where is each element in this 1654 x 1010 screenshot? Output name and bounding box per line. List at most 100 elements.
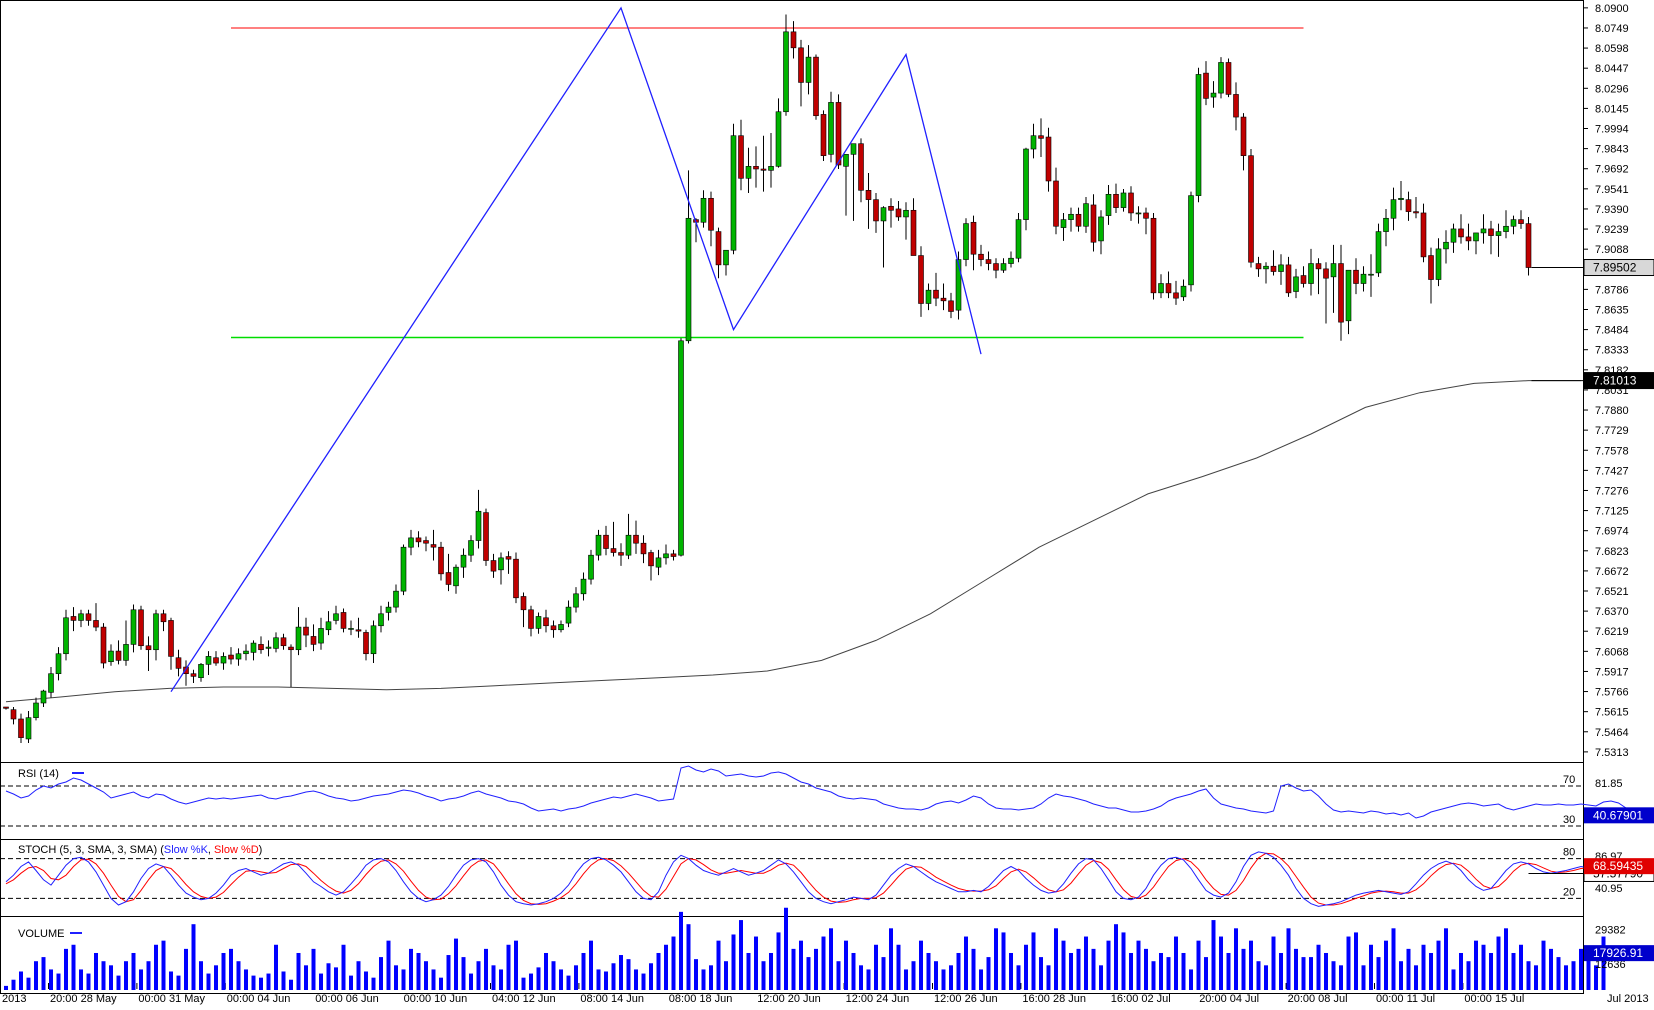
candle	[1090, 194, 1097, 252]
candle-down-body	[100, 626, 107, 664]
candle	[445, 553, 452, 592]
candle	[828, 91, 834, 163]
volume-axis-label: 12636	[1595, 959, 1626, 971]
candle	[1488, 220, 1494, 255]
candle-up-body	[1398, 197, 1404, 200]
volume-bar	[491, 965, 496, 990]
volume-bar	[1451, 969, 1456, 990]
price-tick-label: 8.0296	[1595, 83, 1629, 95]
candle	[400, 544, 407, 596]
volume-bar	[1444, 928, 1448, 990]
volume-bar	[1241, 948, 1246, 990]
candle-up-body	[400, 546, 407, 592]
candle-down-body	[798, 47, 804, 83]
volume-bar	[1579, 948, 1583, 990]
volume-bar	[41, 957, 46, 990]
candle-up-body	[535, 616, 542, 629]
candle	[220, 652, 227, 670]
volume-bar	[1481, 944, 1486, 990]
volume-bar	[1016, 965, 1021, 990]
candle-down-body	[18, 718, 24, 738]
candle	[723, 249, 729, 276]
candle	[963, 218, 969, 267]
candle-up-body	[265, 646, 272, 649]
candle-up-body	[783, 31, 789, 113]
candle	[243, 644, 249, 661]
price-tick-label: 7.5313	[1595, 747, 1629, 759]
candle	[423, 536, 429, 552]
volume-bar	[1084, 936, 1088, 990]
volume-bar	[566, 975, 571, 990]
volume-bar	[1159, 952, 1163, 990]
candle-down-body	[1150, 217, 1157, 294]
candle	[805, 45, 812, 95]
candle	[1248, 149, 1254, 268]
candle	[573, 587, 579, 613]
candle	[288, 644, 294, 688]
candle	[1443, 230, 1449, 264]
rsi-line	[5, 765, 1634, 819]
volume-bar	[184, 948, 188, 990]
volume-bar	[356, 961, 361, 990]
candle	[1345, 269, 1352, 335]
candle	[1135, 206, 1142, 224]
candle-down-body	[1413, 211, 1419, 214]
volume-bar	[394, 965, 398, 990]
current-price-box	[1583, 259, 1654, 277]
candle	[1338, 244, 1344, 341]
volume-bar	[821, 936, 826, 990]
volume-bar	[626, 959, 631, 990]
candle	[108, 644, 114, 666]
candle-up-body	[295, 626, 302, 651]
candle	[670, 549, 677, 561]
candle	[475, 489, 482, 549]
volume-bar	[499, 969, 503, 990]
volume-bar	[1121, 932, 1126, 990]
volume-bar	[1039, 957, 1043, 990]
candle-up-body	[625, 534, 632, 556]
candle-down-body	[1488, 228, 1494, 236]
candle-down-body	[1518, 219, 1524, 224]
candle	[873, 192, 879, 233]
price-tick-label: 7.9994	[1595, 124, 1629, 136]
candle-down-body	[168, 620, 174, 657]
candle	[415, 531, 422, 548]
candle	[408, 529, 414, 556]
candle-up-body	[955, 259, 962, 311]
candle	[310, 624, 317, 652]
volume-bar	[964, 936, 968, 990]
candle	[888, 198, 894, 228]
volume-bar	[409, 948, 413, 990]
volume-bar	[1024, 944, 1028, 990]
volume-bar	[1189, 969, 1193, 990]
candle	[1143, 207, 1149, 235]
price-tick-label: 7.6068	[1595, 646, 1629, 658]
candle-up-body	[1060, 219, 1067, 228]
volume-bar	[214, 965, 218, 990]
candle	[775, 98, 782, 168]
candle-up-body	[730, 135, 737, 251]
price-tick-label: 7.7276	[1595, 485, 1629, 497]
volume-bar	[694, 959, 698, 990]
candle	[438, 541, 444, 581]
volume-bar	[1091, 948, 1096, 990]
volume-bar	[1534, 965, 1538, 990]
candle-up-body	[1390, 199, 1397, 219]
price-tick-label: 7.8484	[1595, 325, 1629, 337]
candle	[123, 620, 129, 666]
volume-bar	[49, 969, 53, 990]
time-axis-label: 16:00 02 Jul	[1111, 993, 1171, 1005]
volume-bar	[911, 961, 916, 990]
candle-up-body	[1503, 225, 1509, 232]
candle	[1420, 203, 1427, 263]
candle	[453, 564, 459, 594]
volume-bar	[739, 920, 743, 990]
volume-bar	[1399, 961, 1403, 990]
time-axis-label: 00:00 31 May	[138, 993, 205, 1005]
candle-up-body	[723, 249, 729, 266]
candle	[1398, 180, 1404, 211]
price-tick-label: 7.6672	[1595, 566, 1629, 578]
candle	[1218, 57, 1224, 99]
candle	[1315, 258, 1322, 295]
candle-down-body	[1405, 199, 1412, 212]
